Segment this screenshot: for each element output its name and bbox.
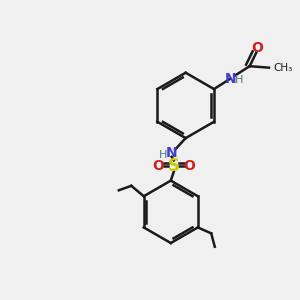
Text: S: S (168, 157, 180, 175)
Text: CH₃: CH₃ (273, 63, 293, 73)
Text: H: H (235, 75, 243, 85)
Text: H: H (159, 150, 168, 160)
Text: N: N (166, 146, 178, 160)
Text: O: O (184, 159, 196, 173)
Text: O: O (252, 41, 264, 56)
Text: N: N (224, 72, 236, 86)
Text: O: O (152, 159, 164, 173)
